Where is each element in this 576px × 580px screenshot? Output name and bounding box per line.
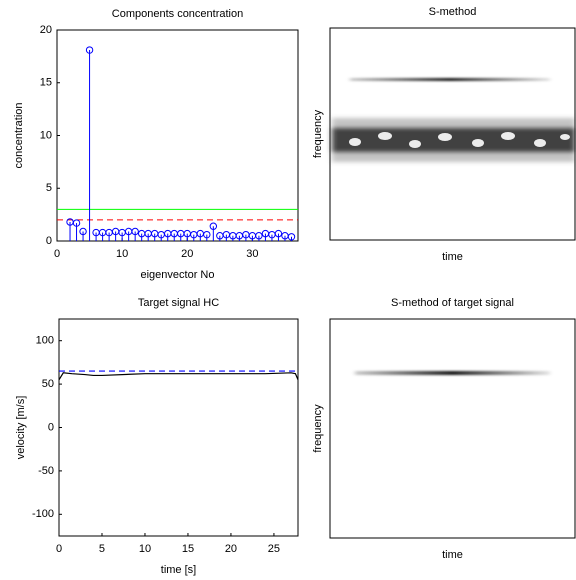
y-axis-label: frequency (312, 109, 324, 158)
stem-marker (209, 222, 218, 230)
stem-marker (203, 230, 211, 239)
chart-title: Components concentration (112, 8, 243, 20)
y-tick-label: -100 (32, 508, 54, 520)
x-tick-label: 0 (54, 248, 60, 260)
x-tick-label: 20 (181, 248, 193, 260)
x-axis-label: eigenvector No (141, 269, 215, 281)
stem-marker (85, 46, 94, 54)
y-tick-label: 20 (40, 24, 52, 36)
x-axis-label: time (442, 549, 463, 561)
y-tick-label: 0 (48, 421, 54, 433)
x-tick-label: 30 (246, 248, 258, 260)
x-tick-label: 10 (116, 248, 128, 260)
x-tick-label: 15 (182, 543, 194, 555)
y-tick-label: -50 (38, 465, 54, 477)
image-panel-1 (329, 27, 576, 241)
x-tick-label: 5 (99, 543, 105, 555)
axes-box (58, 318, 299, 537)
stem-marker (255, 232, 263, 240)
chart-title: S-method (429, 6, 477, 18)
image-panel-2 (329, 318, 576, 539)
stem-marker (274, 229, 283, 238)
stem-marker (131, 227, 139, 236)
x-axis-label: time [s] (161, 564, 196, 576)
x-tick-label: 25 (268, 543, 280, 555)
x-tick-label: 20 (225, 543, 237, 555)
axes-box (56, 29, 299, 242)
y-tick-label: 10 (40, 129, 52, 141)
x-tick-label: 0 (56, 543, 62, 555)
series-line (58, 372, 299, 381)
y-tick-label: 50 (42, 378, 54, 390)
x-tick-label: 10 (139, 543, 151, 555)
stem-marker (287, 233, 296, 241)
y-tick-label: 100 (36, 335, 54, 347)
y-axis-label: concentration (13, 102, 25, 168)
y-axis-label: frequency (312, 404, 324, 453)
y-tick-label: 15 (40, 77, 52, 89)
y-tick-label: 5 (46, 182, 52, 194)
y-tick-label: 0 (46, 235, 52, 247)
stem-marker (72, 219, 81, 227)
x-axis-label: time (442, 251, 463, 263)
chart-title: S-method of target signal (391, 297, 514, 309)
stem-marker (79, 227, 87, 236)
y-axis-label: velocity [m/s] (15, 396, 27, 460)
chart-title: Target signal HC (138, 297, 219, 309)
